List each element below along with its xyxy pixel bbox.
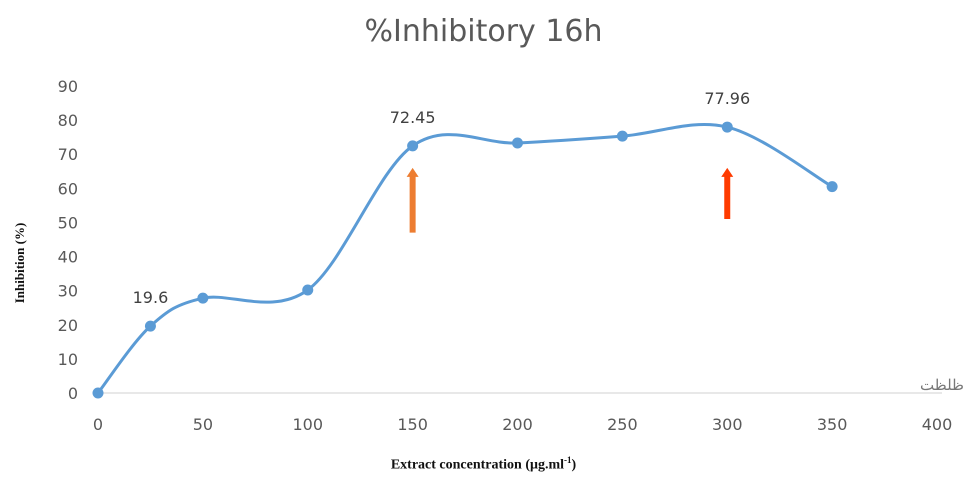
x-axis-label-superscript: -1 [564, 455, 572, 465]
annotation-arrow-head [406, 167, 419, 177]
x-tick-label: 100 [292, 415, 323, 434]
x-tick-label: 350 [817, 415, 848, 434]
data-point [826, 181, 838, 193]
x-tick-label: 0 [93, 415, 103, 434]
y-tick-label: 10 [58, 350, 78, 369]
x-axis-label-text: Extract concentration (μg.ml [390, 457, 564, 473]
x-axis-note: ظلظت [920, 376, 964, 394]
y-tick-label: 50 [58, 213, 78, 232]
y-tick-label: 0 [68, 384, 78, 403]
data-point [407, 140, 419, 152]
data-point [197, 292, 209, 304]
y-tick-label: 30 [58, 282, 78, 301]
data-label: 19.6 [133, 288, 169, 307]
series-line [96, 123, 834, 395]
y-tick-label: 40 [58, 248, 78, 267]
data-label: 77.96 [704, 89, 750, 108]
x-tick-label: 400 [922, 415, 953, 434]
y-tick-label: 20 [58, 316, 78, 335]
data-point [144, 320, 156, 332]
annotation-arrow-head [721, 167, 734, 177]
y-tick-label: 60 [58, 179, 78, 198]
y-tick-label: 70 [58, 145, 78, 164]
x-tick-label: 200 [502, 415, 533, 434]
chart-title: %Inhibitory 16h [364, 14, 603, 49]
x-tick-label: 300 [712, 415, 743, 434]
data-point [721, 121, 733, 133]
x-tick-label: 50 [193, 415, 213, 434]
x-tick-label: 150 [397, 415, 428, 434]
data-point [616, 130, 628, 142]
data-point [302, 284, 314, 296]
data-label: 72.45 [390, 108, 436, 127]
x-axis-label-end: ) [571, 457, 577, 473]
y-tick-label: 80 [58, 111, 78, 130]
y-tick-label: 90 [58, 77, 78, 96]
data-point [92, 387, 104, 399]
x-tick-label: 250 [607, 415, 638, 434]
x-axis-label: Extract concentration (μg.ml-1) [0, 455, 967, 474]
data-point [512, 137, 523, 149]
